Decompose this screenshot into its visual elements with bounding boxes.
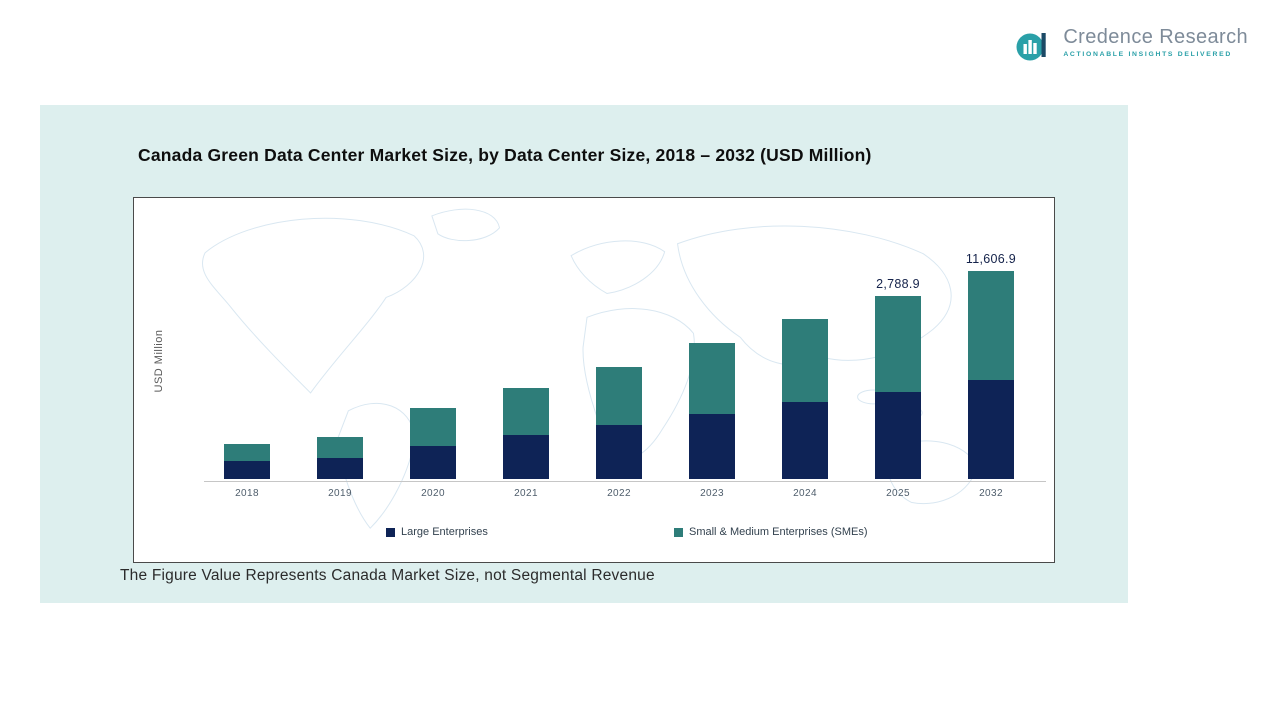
bar-segment-large-2022 (596, 425, 642, 479)
bar-2019 (317, 437, 363, 479)
bars: 2018 2019 2020 2021 2022 2023 2024 2025 2032 2,78… (134, 198, 1054, 562)
bar-2032 (968, 271, 1014, 479)
x-axis-line (204, 481, 1046, 482)
bar-2020 (410, 408, 456, 479)
bar-segment-large-2019 (317, 458, 363, 479)
data-label-2025: 2,788.9 (876, 277, 920, 291)
bar-segment-large-2021 (503, 435, 549, 479)
bar-segment-sme-2020 (410, 408, 456, 446)
data-label-2032: 11,606.9 (965, 252, 1017, 266)
bar-segment-sme-2023 (689, 343, 735, 414)
legend-swatch-smes (674, 527, 683, 537)
bar-2022 (596, 367, 642, 479)
bar-2024 (782, 319, 828, 479)
bar-2018 (224, 444, 270, 479)
legend: Large Enterprises Small & Medium Enterpr… (134, 526, 1054, 546)
bar-segment-sme-2018 (224, 444, 270, 461)
brand-tagline: Actionable Insights Delivered (1063, 51, 1232, 58)
brand-name: Credence Research (1063, 26, 1248, 48)
bar-segment-sme-2024 (782, 319, 828, 402)
brand-text: Credence Research Actionable Insights De… (1063, 26, 1248, 58)
bar-2021 (503, 388, 549, 479)
bar-segment-sme-2021 (503, 388, 549, 435)
bar-segment-large-2018 (224, 461, 270, 479)
chart-title: Canada Green Data Center Market Size, by… (138, 145, 872, 165)
bar-segment-sme-2022 (596, 367, 642, 425)
legend-item-smes: Small & Medium Enterprises (SMEs) (674, 526, 868, 538)
bar-segment-large-2024 (782, 402, 828, 479)
brand-logo: Credence Research Actionable Insights De… (1014, 26, 1248, 66)
bar-chart-logo-icon (1016, 33, 1047, 61)
bar-segment-sme-2025 (875, 296, 921, 392)
plot-area: USD Million 2018 2019 2020 2021 2022 2023 2024… (133, 197, 1055, 563)
bar-segment-large-2032 (968, 380, 1014, 479)
category-label-2022: 2022 (607, 488, 631, 499)
legend-label-smes: Small & Medium Enterprises (SMEs) (689, 526, 868, 538)
bar-segment-large-2023 (689, 414, 735, 479)
bar-2025 (875, 296, 921, 479)
category-label-2032: 2032 (979, 488, 1003, 499)
legend-label-large-enterprises: Large Enterprises (401, 526, 488, 538)
bar-segment-large-2020 (410, 446, 456, 479)
chart-panel: Canada Green Data Center Market Size, by… (40, 105, 1128, 603)
legend-item-large-enterprises: Large Enterprises (386, 526, 488, 538)
bar-segment-sme-2032 (968, 271, 1014, 380)
category-label-2023: 2023 (700, 488, 724, 499)
category-label-2020: 2020 (421, 488, 445, 499)
category-label-2025: 2025 (886, 488, 910, 499)
bar-segment-sme-2019 (317, 437, 363, 458)
category-label-2019: 2019 (328, 488, 352, 499)
footnote: The Figure Value Represents Canada Marke… (120, 567, 655, 584)
category-label-2024: 2024 (793, 488, 817, 499)
bar-2023 (689, 343, 735, 479)
category-label-2018: 2018 (235, 488, 259, 499)
bar-segment-large-2025 (875, 392, 921, 479)
legend-swatch-large-enterprises (386, 527, 395, 537)
category-label-2021: 2021 (514, 488, 538, 499)
